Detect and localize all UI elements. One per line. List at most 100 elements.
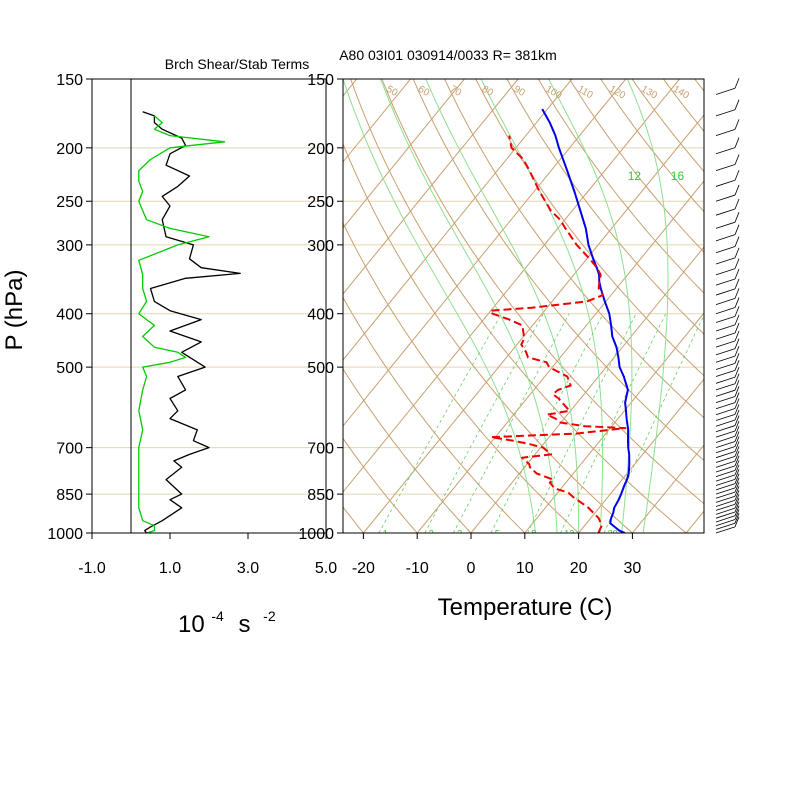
wind-barb-shaft-415 xyxy=(715,315,736,323)
left-x-tick-label-1: 1.0 xyxy=(159,560,181,577)
skew-y-tick-label-700: 700 xyxy=(307,441,334,458)
wind-barb-flag-415 xyxy=(734,306,740,317)
wind-barb-shaft-700 xyxy=(715,441,736,449)
wind-barb-shaft-730 xyxy=(715,451,736,459)
mixing-ratio-label-5: 5 xyxy=(495,528,500,538)
mixing-ratio-label-2: 2 xyxy=(429,528,434,538)
pressure-axis-label: P (hPa) xyxy=(1,270,28,351)
wind-barb-shaft-940 xyxy=(715,511,736,519)
wind-barb-shaft-625 xyxy=(715,413,736,421)
wind-barb-shaft-565 xyxy=(715,389,736,397)
skew-t-title: A80 03I01 030914/0033 R= 381km xyxy=(339,47,557,63)
wind-barb-flag-175 xyxy=(734,99,740,110)
dry-adiabat-100 xyxy=(537,79,704,294)
skew-t-panel: 1235812201216202428325060708090100110120… xyxy=(298,47,705,621)
wind-barb-flag-820 xyxy=(734,469,740,480)
wind-barb-flag-310 xyxy=(734,236,740,247)
wind-barb-shaft-820 xyxy=(715,478,736,486)
wind-barb-flag-505 xyxy=(734,353,740,364)
dry-adiabat-label-130: 130 xyxy=(639,84,659,102)
wind-barb-355 xyxy=(715,268,740,286)
wind-barb-flag-730 xyxy=(734,441,740,452)
wind-barb-430 xyxy=(715,314,740,332)
wind-barb-shaft-895 xyxy=(715,499,736,507)
dry-adiabat-label-140: 140 xyxy=(671,84,691,102)
unit-exponent-2: -2 xyxy=(263,608,276,624)
wind-barb-shaft-985 xyxy=(715,522,736,530)
wind-barb-220 xyxy=(715,154,740,172)
wind-barb-shaft-775 xyxy=(715,465,736,473)
wind-barb-shaft-970 xyxy=(715,519,736,527)
mixing-ratio-label-12: 12 xyxy=(564,528,574,538)
wind-barb-flag-805 xyxy=(734,464,740,476)
wind-barb-shaft-955 xyxy=(715,515,736,523)
wind-barb-column xyxy=(715,78,740,534)
mixing-ratio-5 xyxy=(490,313,604,533)
wind-barb-flag-520 xyxy=(734,360,740,371)
temperature-axis-label: Temperature (C) xyxy=(438,594,613,621)
wind-barb-flag-355 xyxy=(734,268,740,280)
left-x-axis: -1.0 1.0 3.0 5.0 xyxy=(78,533,337,577)
unit-symbol: s xyxy=(239,611,251,638)
wind-barb-flag-340 xyxy=(734,258,740,269)
dry-adiabat-60 xyxy=(412,79,704,462)
wind-barb-flag-655 xyxy=(734,415,740,426)
wind-barb-400 xyxy=(715,297,740,315)
wind-barb-flag-580 xyxy=(734,386,740,397)
dry-adiabat-10 xyxy=(343,296,526,533)
moist-adiabat-label-16: 16 xyxy=(671,169,685,183)
left-x-tick-label-2: 3.0 xyxy=(237,560,259,577)
wind-barb-310 xyxy=(715,236,740,254)
dry-adiabat-80 xyxy=(475,79,704,377)
dry-adiabat-label-110: 110 xyxy=(575,84,595,102)
dry-adiabat-label-120: 120 xyxy=(607,84,627,102)
skew-y-tick-label-200: 200 xyxy=(307,141,334,158)
wind-barb-shaft-460 xyxy=(715,340,736,348)
wind-barb-shaft-745 xyxy=(715,455,736,463)
skew-t-background-lines: 1235812201216202428325060708090100110120… xyxy=(343,79,704,538)
wind-barb-925 xyxy=(715,498,740,515)
left-y-tick-label-1000: 1000 xyxy=(47,526,83,543)
wind-barb-shaft-295 xyxy=(715,234,736,242)
wind-barb-shaft-610 xyxy=(715,408,736,416)
skew-x-tick-label-5: 30 xyxy=(624,560,642,577)
skew-y-tick-label-150: 150 xyxy=(307,72,334,89)
left-y-tick-label-150: 150 xyxy=(56,72,83,89)
skew-y-tick-label-400: 400 xyxy=(307,307,334,324)
wind-barb-flag-880 xyxy=(734,486,740,497)
shear-stability-series xyxy=(138,111,241,534)
wind-barb-940 xyxy=(715,501,740,519)
left-y-tick-label-250: 250 xyxy=(56,194,83,211)
wind-barb-340 xyxy=(715,258,740,276)
wind-barb-880 xyxy=(715,486,740,503)
wind-barb-670 xyxy=(715,420,740,438)
wind-barb-280 xyxy=(715,212,740,229)
wind-barb-shaft-340 xyxy=(715,268,736,276)
left-y-axis: 150 200 250 300 400 500 700 850 1000 xyxy=(47,72,92,543)
wind-barb-flag-865 xyxy=(734,481,740,493)
wind-barb-shaft-670 xyxy=(715,430,736,438)
skew-t-x-axis: -20 -10 0 10 20 30 xyxy=(352,533,642,577)
left-panel-title: Brch Shear/Stab Terms xyxy=(165,56,309,72)
moist-adiabat-28 xyxy=(548,79,633,533)
wind-barb-flag-640 xyxy=(734,409,740,421)
wind-barb-175 xyxy=(715,99,740,117)
dry-adiabat-110 xyxy=(568,79,704,253)
dry-adiabat-label-90: 90 xyxy=(512,84,528,99)
dry-adiabat--20 xyxy=(343,506,365,533)
wind-barb-250 xyxy=(715,184,740,202)
dry-adiabat-70 xyxy=(443,79,704,419)
skew-x-tick-label-2: 0 xyxy=(467,560,476,577)
wind-barb-shaft-805 xyxy=(715,474,736,482)
moist-adiabat-label-12: 12 xyxy=(628,169,642,183)
wind-barb-shaft-160 xyxy=(715,87,736,95)
wind-barb-flag-700 xyxy=(734,431,740,442)
wind-barb-flag-445 xyxy=(734,322,740,334)
dry-adiabat--10 xyxy=(343,437,418,533)
moist-adiabat-12 xyxy=(343,79,537,533)
mixing-ratio-3 xyxy=(452,313,570,533)
wind-barb-shaft-490 xyxy=(715,355,736,363)
wind-barb-flag-190 xyxy=(734,119,740,130)
dry-adiabat-label-60: 60 xyxy=(416,84,432,99)
wind-barb-shaft-835 xyxy=(715,483,736,491)
